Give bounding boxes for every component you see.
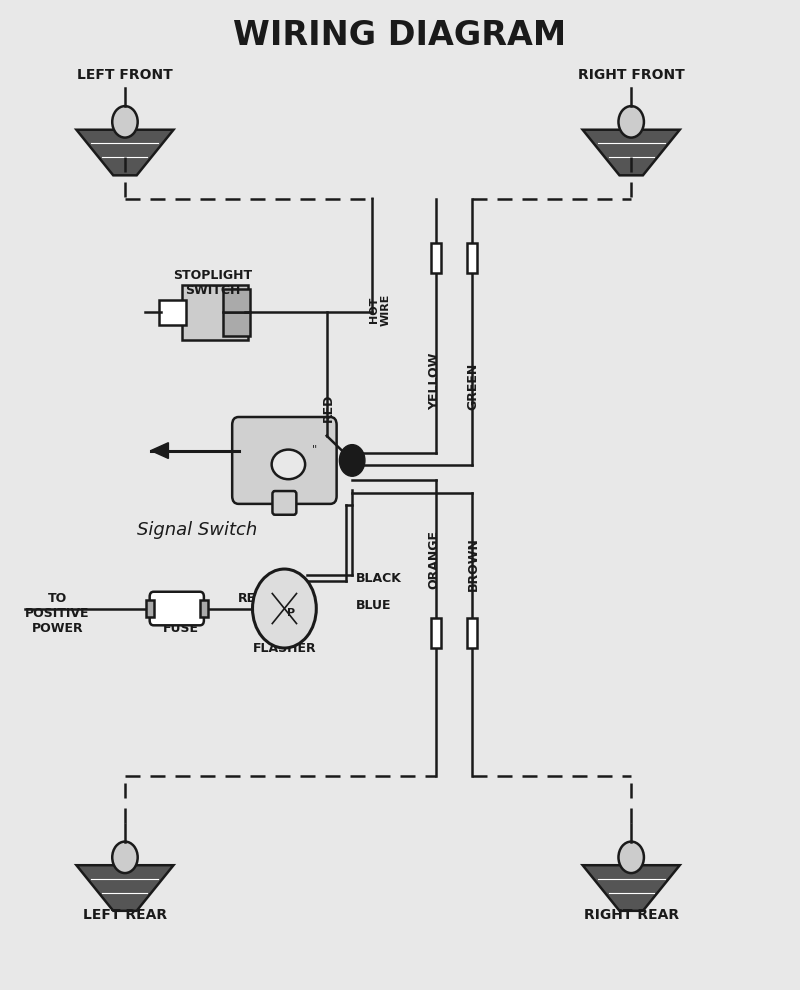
Text: WIRING DIAGRAM: WIRING DIAGRAM xyxy=(234,20,566,52)
Text: RIGHT REAR: RIGHT REAR xyxy=(584,908,678,922)
Circle shape xyxy=(339,445,365,476)
FancyBboxPatch shape xyxy=(223,289,250,313)
FancyBboxPatch shape xyxy=(182,285,248,340)
FancyBboxPatch shape xyxy=(150,592,204,626)
Text: RED: RED xyxy=(238,592,266,605)
Polygon shape xyxy=(582,130,680,175)
Circle shape xyxy=(112,842,138,873)
FancyBboxPatch shape xyxy=(223,313,250,336)
Text: LEFT REAR: LEFT REAR xyxy=(83,908,167,922)
FancyBboxPatch shape xyxy=(159,300,186,325)
Text: BLUE: BLUE xyxy=(356,599,392,612)
FancyBboxPatch shape xyxy=(146,600,154,617)
Circle shape xyxy=(618,842,644,873)
Ellipse shape xyxy=(272,449,305,479)
Text: FUSE: FUSE xyxy=(162,622,198,635)
FancyBboxPatch shape xyxy=(466,619,477,648)
Polygon shape xyxy=(77,130,174,175)
Circle shape xyxy=(253,569,316,648)
Text: GREEN: GREEN xyxy=(467,362,480,410)
Text: STOPLIGHT
SWITCH: STOPLIGHT SWITCH xyxy=(173,268,252,297)
Text: P: P xyxy=(286,609,295,619)
Polygon shape xyxy=(77,865,174,911)
Circle shape xyxy=(618,106,644,138)
FancyBboxPatch shape xyxy=(430,244,441,273)
FancyBboxPatch shape xyxy=(273,491,296,515)
Polygon shape xyxy=(582,865,680,911)
Circle shape xyxy=(112,106,138,138)
Text: TO
POSITIVE
POWER: TO POSITIVE POWER xyxy=(25,592,90,635)
Text: LEFT FRONT: LEFT FRONT xyxy=(77,68,173,82)
FancyBboxPatch shape xyxy=(466,244,477,273)
Text: HOT
WIRE: HOT WIRE xyxy=(370,293,391,326)
FancyBboxPatch shape xyxy=(232,417,337,504)
FancyBboxPatch shape xyxy=(430,619,441,648)
FancyBboxPatch shape xyxy=(200,600,208,617)
Text: ORANGE: ORANGE xyxy=(428,530,441,589)
Polygon shape xyxy=(151,443,169,458)
Text: YELLOW: YELLOW xyxy=(428,352,441,410)
Text: Signal Switch: Signal Switch xyxy=(137,521,257,539)
Text: FLASHER: FLASHER xyxy=(253,642,316,654)
Text: BROWN: BROWN xyxy=(467,538,480,591)
Text: RED: RED xyxy=(322,394,334,423)
Text: ": " xyxy=(312,444,318,453)
Text: RIGHT FRONT: RIGHT FRONT xyxy=(578,68,685,82)
Text: BLACK: BLACK xyxy=(356,572,402,585)
